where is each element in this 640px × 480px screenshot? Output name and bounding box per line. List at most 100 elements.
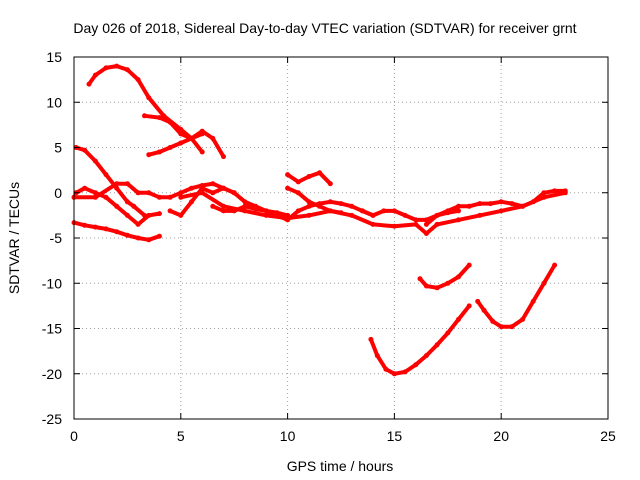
data-point xyxy=(456,274,461,280)
data-point xyxy=(263,212,269,218)
data-point xyxy=(402,369,408,375)
series-arc-17 xyxy=(475,263,557,329)
y-tick-label: -20 xyxy=(42,366,62,382)
data-point xyxy=(509,324,515,330)
data-point xyxy=(327,181,333,187)
data-point xyxy=(434,221,440,227)
series-arc-9 xyxy=(178,190,568,236)
data-point xyxy=(317,203,323,209)
data-point xyxy=(338,210,344,216)
data-point xyxy=(552,188,558,194)
y-tick-label: 15 xyxy=(46,49,62,65)
data-point xyxy=(210,181,216,187)
data-point xyxy=(178,140,184,146)
data-point xyxy=(199,131,205,137)
data-point xyxy=(368,336,374,342)
data-point xyxy=(156,115,162,121)
data-point xyxy=(552,262,558,268)
data-point xyxy=(434,212,440,218)
data-point xyxy=(295,208,301,214)
data-point xyxy=(82,185,88,191)
data-point xyxy=(498,208,504,214)
data-point xyxy=(103,172,109,178)
data-point xyxy=(231,190,237,196)
data-point xyxy=(391,208,397,214)
data-point xyxy=(210,135,216,141)
grid-layer xyxy=(74,57,608,419)
data-point xyxy=(306,203,312,209)
data-point xyxy=(210,190,216,196)
data-point xyxy=(135,235,141,241)
data-point xyxy=(146,190,152,196)
data-point xyxy=(167,119,173,125)
data-point xyxy=(445,330,451,336)
data-point xyxy=(413,217,419,223)
data-point xyxy=(370,221,376,227)
data-point xyxy=(231,208,237,214)
data-point xyxy=(86,81,92,87)
y-tick-label: 5 xyxy=(54,140,62,156)
x-tick-label: 20 xyxy=(493,428,509,444)
data-point xyxy=(520,316,526,322)
data-point xyxy=(466,303,472,309)
data-point xyxy=(156,233,162,239)
data-point xyxy=(146,237,152,243)
y-tick-label: -10 xyxy=(42,275,62,291)
data-point xyxy=(402,212,408,218)
data-point xyxy=(92,72,98,78)
data-point xyxy=(498,324,504,330)
data-point xyxy=(142,113,147,119)
data-point xyxy=(199,190,205,196)
x-tick-label: 25 xyxy=(600,428,616,444)
data-point xyxy=(295,190,301,196)
data-point xyxy=(156,211,162,217)
x-tick-label: 0 xyxy=(70,428,78,444)
data-point xyxy=(413,221,419,227)
y-tick-label: -5 xyxy=(50,230,63,246)
data-point xyxy=(434,342,440,348)
data-point xyxy=(374,353,380,359)
data-point xyxy=(285,217,291,223)
data-point xyxy=(520,203,526,209)
data-point xyxy=(135,77,141,83)
x-axis-label: GPS time / hours xyxy=(287,458,394,474)
data-point xyxy=(541,190,547,196)
data-point xyxy=(423,353,429,359)
data-point xyxy=(317,170,323,176)
data-point xyxy=(445,208,451,214)
series-arc-10 xyxy=(210,199,375,222)
data-point xyxy=(92,224,98,230)
data-point xyxy=(306,199,312,205)
y-axis-label: SDTVAR / TECUs xyxy=(6,182,22,294)
data-point xyxy=(114,229,120,235)
data-point xyxy=(349,203,355,209)
data-point xyxy=(189,135,194,141)
data-point xyxy=(477,212,483,218)
data-point xyxy=(349,212,355,218)
data-point xyxy=(167,145,173,150)
data-point xyxy=(156,194,162,200)
data-point xyxy=(178,131,184,137)
data-point xyxy=(221,203,226,209)
data-point xyxy=(114,203,120,209)
data-point xyxy=(434,285,440,291)
data-point xyxy=(370,212,376,218)
data-point xyxy=(124,67,130,73)
data-point xyxy=(92,158,98,164)
data-point xyxy=(417,276,423,282)
data-point xyxy=(167,194,173,200)
data-point xyxy=(146,95,152,101)
data-point xyxy=(178,190,184,196)
data-point xyxy=(456,316,461,322)
data-point xyxy=(135,190,141,196)
tick-layer: 0 5 10 15 20 25 -25 -20 -15 -10 -5 0 5 10 15 xyxy=(42,49,616,444)
data-point xyxy=(242,208,248,214)
data-point xyxy=(82,222,88,228)
data-point xyxy=(221,185,226,191)
chart-title: Day 026 of 2018, Sidereal Day-to-day VTE… xyxy=(73,20,576,36)
data-point xyxy=(562,188,568,194)
data-point xyxy=(488,201,493,207)
x-tick-label: 15 xyxy=(387,428,403,444)
data-point xyxy=(92,194,98,200)
data-point xyxy=(178,194,184,200)
